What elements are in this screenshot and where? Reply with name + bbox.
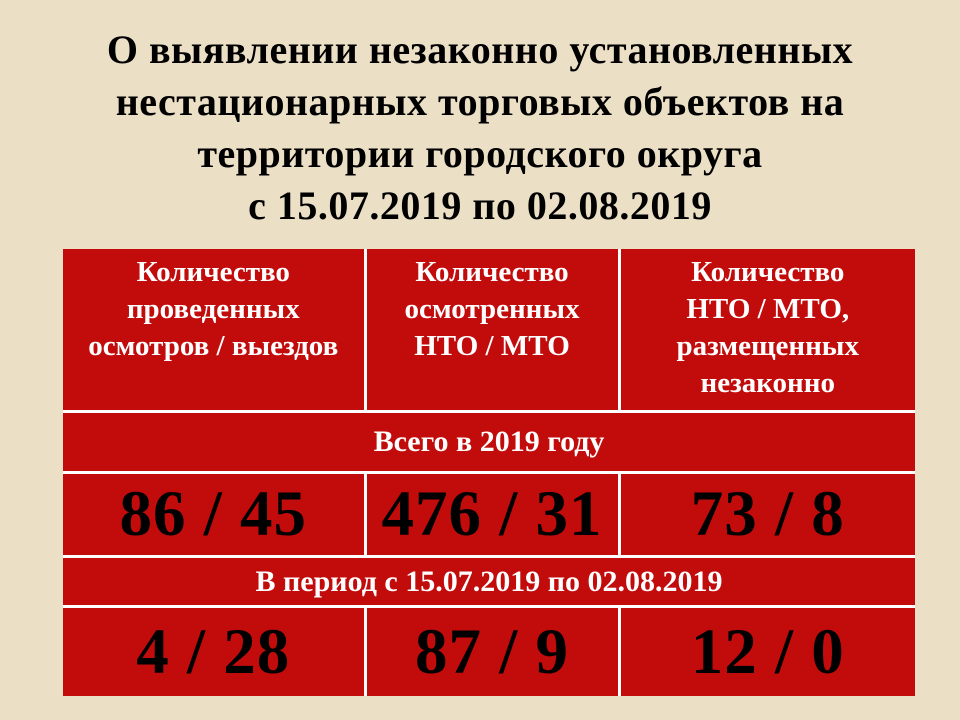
values-row-total-2019: 86 / 45 476 / 31 73 / 8 [61,471,917,558]
values-row-period: 4 / 28 87 / 9 12 / 0 [61,605,917,698]
section-row-total-2019: Всего в 2019 году [61,410,917,474]
value-period-inspections-trips: 4 / 28 [61,605,367,698]
header-cell-illegally-placed-nto-mto: Количество НТО / МТО, размещенных незако… [617,247,917,413]
value-period-inspected-nto-mto: 87 / 9 [363,605,621,698]
value-total-illegal-nto-mto: 73 / 8 [617,471,917,558]
section-row-period: В период с 15.07.2019 по 02.08.2019 [61,555,917,608]
value-total-inspected-nto-mto: 476 / 31 [363,471,621,558]
header-cell-inspected-nto-mto: Количество осмотренных НТО / МТО [363,247,621,413]
slide-title: О выявлении незаконно установленных нест… [106,27,854,228]
table-header-row: Количество проведенных осмотров / выездо… [61,247,917,413]
section-label-period: В период с 15.07.2019 по 02.08.2019 [61,555,917,608]
value-period-illegal-nto-mto: 12 / 0 [617,605,917,698]
nto-inspections-table: Количество проведенных осмотров / выездо… [61,247,917,698]
value-total-inspections-trips: 86 / 45 [61,471,367,558]
header-cell-inspections-trips: Количество проведенных осмотров / выездо… [61,247,367,413]
section-label-total-2019: Всего в 2019 году [61,410,917,474]
